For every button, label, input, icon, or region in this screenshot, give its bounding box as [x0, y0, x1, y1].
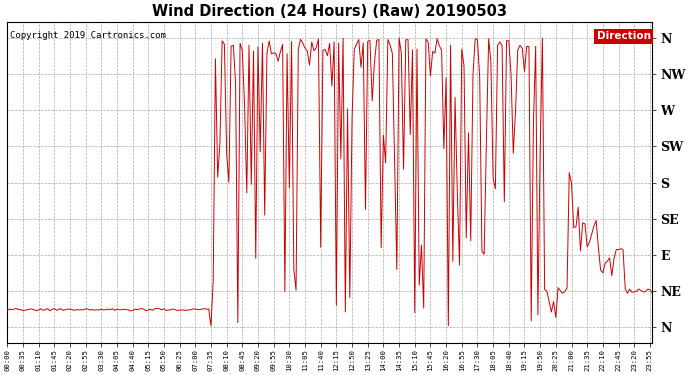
Title: Wind Direction (24 Hours) (Raw) 20190503: Wind Direction (24 Hours) (Raw) 20190503 [152, 4, 507, 19]
Text: Direction: Direction [597, 32, 651, 41]
Text: Copyright 2019 Cartronics.com: Copyright 2019 Cartronics.com [10, 32, 166, 40]
